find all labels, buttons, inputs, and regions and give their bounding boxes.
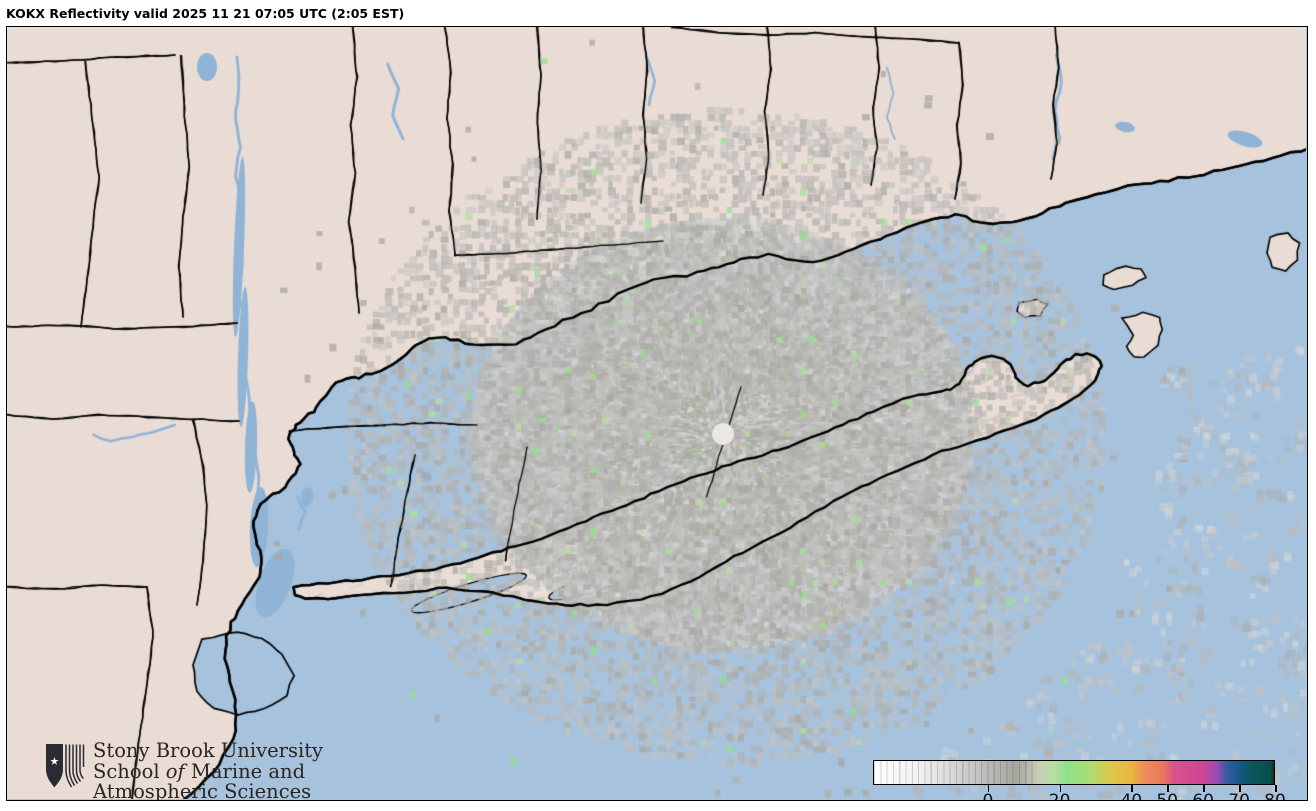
sbu-logo-line-2: School of Marine and: [93, 759, 323, 783]
reflectivity-colorbar: 0 20 40 50 60 70 80: [873, 760, 1286, 801]
title-bar: KOKX Reflectivity valid 2025 11 21 07:05…: [0, 0, 1316, 26]
radar-map-canvas[interactable]: [7, 27, 1306, 799]
colorbar-gradient-bar: [873, 760, 1275, 785]
sbu-line2-italic: of: [165, 759, 185, 783]
colorbar-tick: [1239, 785, 1241, 792]
sbu-somas-logo: Stony Brook University School of Marine …: [45, 739, 335, 801]
colorbar-tick-label: 40: [1120, 791, 1143, 801]
sbu-logo-text: Stony Brook University School of Marine …: [93, 739, 324, 801]
colorbar-tick-label: 0: [982, 791, 994, 801]
colorbar-tick: [1059, 785, 1062, 792]
colorbar-gradient: [874, 761, 1274, 784]
colorbar-tick: [1131, 785, 1133, 792]
colorbar-tick-label: 60: [1192, 791, 1215, 801]
colorbar-tick: [987, 785, 990, 792]
sbu-line2-pre: School: [93, 759, 166, 783]
colorbar-tick-label: 50: [1156, 791, 1179, 801]
colorbar-stripe-overlay: [874, 761, 1034, 784]
map-frame[interactable]: 0 20 40 50 60 70 80 Stony Brook University Sch…: [6, 26, 1308, 801]
sbu-logo-line-1: Stony Brook University: [93, 739, 324, 762]
colorbar-tick-label: 80: [1264, 791, 1286, 801]
shield-icon: [46, 744, 85, 788]
colorbar-tick: [1203, 785, 1205, 792]
colorbar-tick-label: 70: [1228, 791, 1250, 801]
colorbar-tick-label: 20: [1048, 791, 1071, 801]
page-title: KOKX Reflectivity valid 2025 11 21 07:05…: [6, 5, 405, 21]
sbu-line2-post: Marine and: [184, 759, 306, 783]
colorbar-tick: [1275, 785, 1277, 792]
sbu-logo-line-3: Atmospheric Sciences: [93, 780, 312, 801]
colorbar-tick: [1167, 785, 1169, 792]
